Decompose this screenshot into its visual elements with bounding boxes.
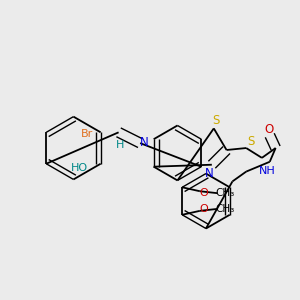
Text: N: N — [205, 167, 213, 180]
Text: CH₃: CH₃ — [216, 188, 235, 198]
Text: S: S — [212, 114, 219, 127]
Text: Br: Br — [81, 129, 93, 139]
Text: S: S — [248, 135, 255, 148]
Text: O: O — [200, 204, 208, 214]
Text: HO: HO — [71, 163, 88, 173]
Text: H: H — [116, 140, 125, 150]
Text: NH: NH — [258, 166, 275, 176]
Text: O: O — [200, 188, 208, 198]
Text: O: O — [264, 123, 273, 136]
Text: CH₃: CH₃ — [216, 204, 235, 214]
Text: N: N — [140, 136, 148, 148]
